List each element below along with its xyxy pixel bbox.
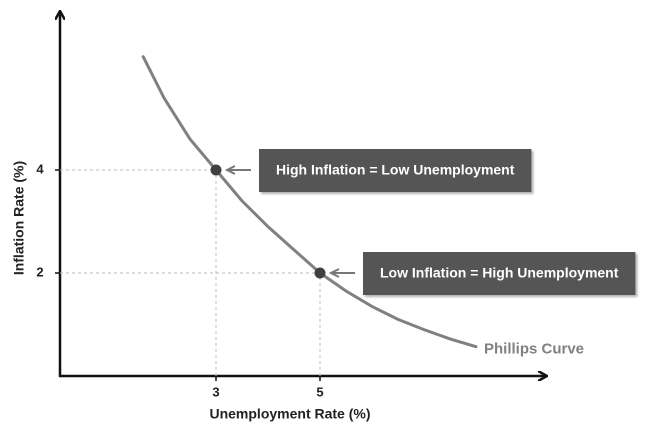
label-box	[259, 149, 532, 192]
x-tick-label: 3	[212, 384, 219, 399]
x-axis-label: Unemployment Rate (%)	[209, 406, 370, 422]
y-axis-label: Inflation Rate (%)	[11, 161, 27, 275]
x-tick-label: 5	[316, 384, 323, 399]
curve	[141, 55, 478, 349]
curve-label: Phillips Curve	[484, 341, 584, 358]
label-box	[363, 252, 636, 295]
point	[314, 267, 326, 279]
point	[210, 164, 222, 176]
y-tick-label: 2	[36, 264, 43, 279]
label-text: Low Inflation = High Unemployment	[380, 265, 619, 281]
label-text: High Inflation = Low Unemployment	[276, 162, 515, 178]
y-tick-label: 4	[36, 161, 44, 176]
